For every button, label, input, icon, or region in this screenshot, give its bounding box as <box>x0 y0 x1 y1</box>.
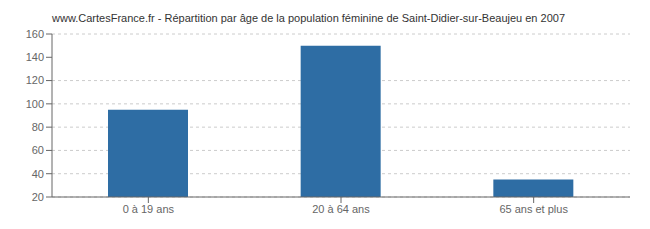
svg-text:100: 100 <box>26 98 44 110</box>
svg-text:20: 20 <box>32 191 44 203</box>
svg-text:60: 60 <box>32 144 44 156</box>
svg-text:40: 40 <box>32 168 44 180</box>
svg-text:160: 160 <box>26 28 44 40</box>
svg-text:120: 120 <box>26 74 44 86</box>
svg-text:0 à 19 ans: 0 à 19 ans <box>123 203 175 215</box>
html-text:www.CartesFrance.fr - Répartit: www.CartesFrance.fr - Répartition par âg… <box>52 12 565 24</box>
svg-text:65 ans et plus: 65 ans et plus <box>499 203 568 215</box>
svg-text:80: 80 <box>32 121 44 133</box>
svg-text:140: 140 <box>26 51 44 63</box>
svg-text:20 à 64 ans: 20 à 64 ans <box>312 203 370 215</box>
